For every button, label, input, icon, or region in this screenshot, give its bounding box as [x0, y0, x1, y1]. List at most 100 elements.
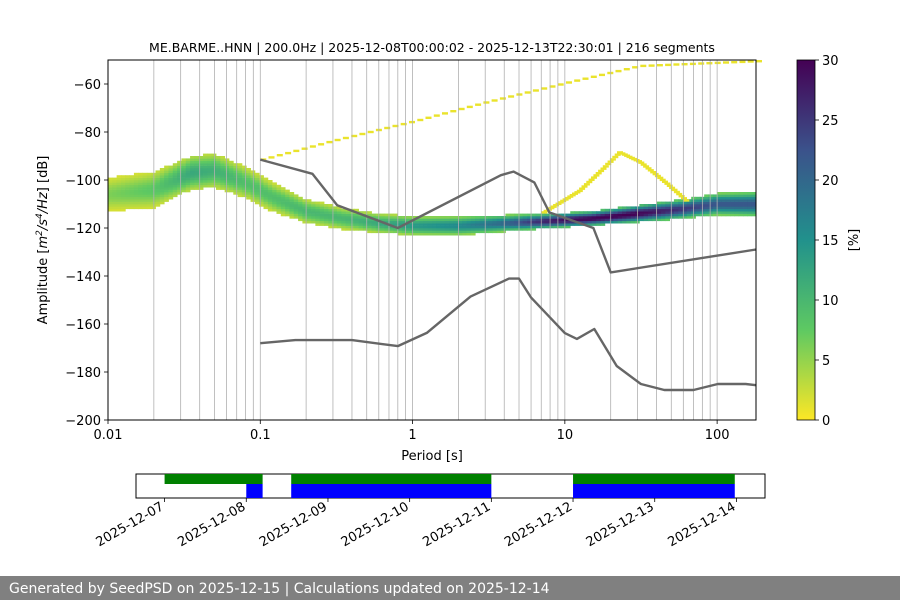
density-cell [185, 172, 191, 176]
density-cell [704, 211, 709, 214]
outlier-cell [450, 110, 457, 113]
density-cell [354, 225, 359, 229]
density-cell [656, 211, 662, 214]
density-cell [332, 208, 338, 212]
density-cell [639, 213, 645, 217]
outlier-cell [731, 61, 738, 64]
density-cell [138, 180, 143, 183]
density-cell [263, 177, 269, 181]
density-cell [704, 201, 709, 205]
density-cell [203, 160, 208, 164]
density-cell [324, 206, 329, 210]
density-cell [397, 228, 403, 231]
density-cell [682, 213, 688, 217]
density-cell [129, 180, 135, 183]
density-cell [371, 225, 377, 229]
density-cell [241, 184, 247, 188]
density-cell [207, 180, 213, 183]
density-cell [656, 213, 662, 217]
density-cell [120, 196, 126, 200]
density-cell [228, 172, 234, 176]
density-cell [380, 216, 385, 219]
density-cell [358, 223, 364, 226]
density-cell [457, 223, 463, 226]
density-cell [648, 204, 653, 207]
outlier-cell [706, 62, 713, 65]
density-cell [457, 220, 463, 224]
density-cell [708, 204, 714, 207]
density-cell [319, 220, 325, 224]
density-cell [652, 204, 658, 207]
density-cell [125, 187, 130, 190]
density-cell [254, 187, 260, 190]
outlier-cell [673, 190, 680, 194]
density-cell [211, 177, 217, 181]
density-cell [298, 218, 303, 222]
density-cell [453, 216, 459, 219]
density-cell [172, 168, 178, 171]
density-cell [751, 196, 757, 200]
density-cell [596, 213, 601, 217]
density-cell [527, 216, 532, 219]
outlier-cell [698, 62, 705, 65]
outlier-cell [583, 183, 590, 186]
density-cell [354, 213, 359, 217]
density-cell [237, 165, 243, 169]
density-cell [190, 184, 195, 188]
density-cell [332, 223, 338, 226]
density-cell [259, 201, 264, 205]
density-cell [138, 175, 143, 178]
density-cell [747, 211, 753, 214]
density-cell [367, 213, 372, 217]
density-cell [734, 201, 740, 205]
density-cell [354, 218, 359, 222]
density-cell [557, 220, 562, 224]
density-cell [518, 223, 524, 226]
density-cell [730, 199, 735, 202]
outlier-cell [409, 120, 415, 124]
density-cell [276, 192, 282, 195]
density-cell [181, 168, 187, 171]
density-cell [190, 158, 195, 162]
density-cell [289, 194, 295, 198]
density-cell [216, 170, 221, 174]
density-cell [717, 199, 722, 202]
density-cell [479, 216, 485, 219]
density-cell [427, 218, 433, 222]
density-cell [142, 192, 148, 195]
density-cell [388, 213, 394, 217]
density-cell [682, 211, 688, 214]
outlier-cell [615, 69, 622, 73]
density-cell [341, 216, 346, 219]
density-cell [254, 192, 260, 195]
density-cell [730, 196, 735, 200]
timeline-blue-segment [291, 484, 492, 498]
x-tick-label: 10 [557, 428, 574, 443]
density-cell [613, 218, 619, 222]
density-cell [501, 230, 506, 234]
density-cell [751, 201, 757, 205]
density-cell [276, 201, 282, 205]
density-cell [319, 218, 325, 222]
density-cell [328, 218, 334, 222]
outlier-cell [586, 180, 593, 184]
density-cell [254, 199, 260, 202]
density-cell [198, 170, 204, 174]
density-cell [544, 216, 550, 219]
density-cell [565, 213, 571, 217]
density-cell [673, 213, 679, 217]
density-cell [207, 158, 213, 162]
density-cell [311, 204, 316, 207]
density-cell [678, 208, 683, 212]
density-cell [682, 208, 688, 212]
density-cell [289, 216, 295, 219]
density-cell [509, 223, 515, 226]
density-cell [324, 208, 329, 212]
density-cell [315, 218, 321, 222]
density-cell [194, 180, 200, 183]
density-cell [120, 177, 126, 181]
outlier-cell [576, 189, 583, 193]
density-cell [665, 201, 670, 205]
density-cell [267, 196, 273, 200]
density-cell [142, 194, 148, 198]
